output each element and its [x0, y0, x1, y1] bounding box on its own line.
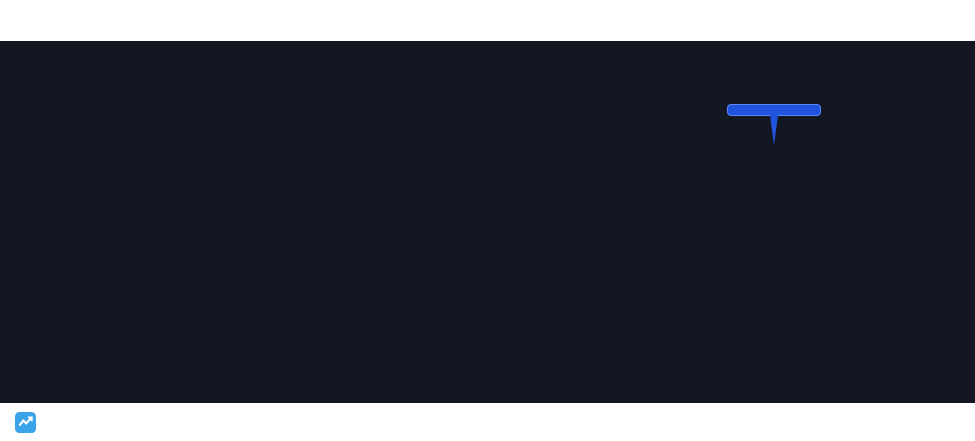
price-chart[interactable] — [0, 41, 975, 403]
ohlc-open — [33, 25, 34, 39]
attribution-bar — [0, 0, 975, 22]
ohlc-low — [53, 25, 54, 39]
chart-area[interactable] — [0, 41, 975, 403]
tradingview-logo-icon[interactable] — [15, 411, 36, 433]
ohlc-high — [43, 25, 44, 39]
symbol-legend-bar — [0, 22, 975, 41]
breakout-callout — [727, 104, 821, 145]
footer-bar — [0, 403, 975, 441]
ohlc-close — [63, 25, 64, 39]
